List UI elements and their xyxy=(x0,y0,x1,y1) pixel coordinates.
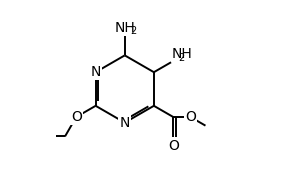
Text: N: N xyxy=(90,65,101,79)
Text: NH: NH xyxy=(172,47,193,61)
Text: 2: 2 xyxy=(178,53,185,63)
Text: NH: NH xyxy=(114,21,135,35)
Text: O: O xyxy=(168,139,179,153)
Text: N: N xyxy=(120,116,130,130)
Text: O: O xyxy=(185,110,196,124)
Text: O: O xyxy=(71,110,82,124)
Text: 2: 2 xyxy=(130,26,136,36)
